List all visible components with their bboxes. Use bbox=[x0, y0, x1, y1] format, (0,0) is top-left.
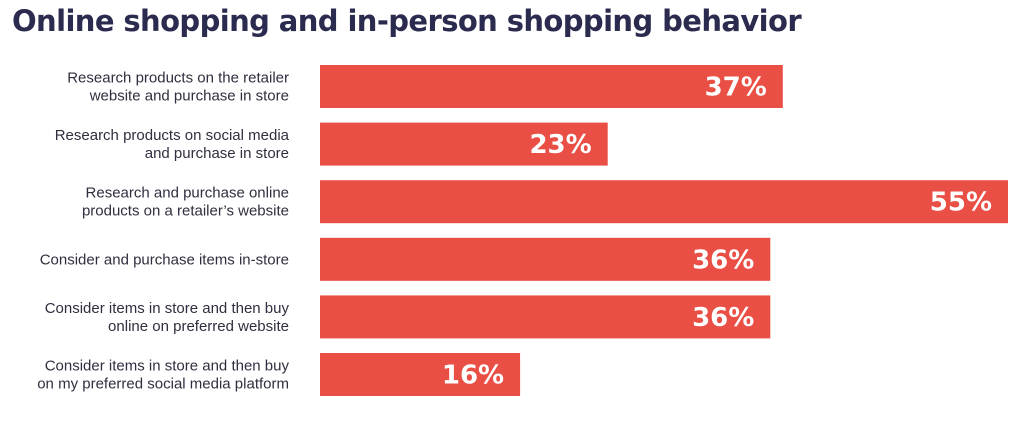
category-label-line: Consider and purchase items in-store bbox=[40, 251, 289, 268]
bar bbox=[320, 180, 1008, 224]
category-label-line: Consider items in store and then buy bbox=[45, 358, 290, 375]
bar bbox=[320, 122, 608, 166]
category-label-line: Research products on social media bbox=[55, 127, 290, 144]
bar-value-label: 36% bbox=[692, 303, 754, 333]
category-label: Consider items in store and then buy onli… bbox=[45, 300, 290, 335]
bar-value-label: 23% bbox=[529, 130, 591, 160]
category-label-line: Research products on the retailer bbox=[67, 70, 289, 87]
category-label: Consider items in store and then buy on m… bbox=[37, 358, 289, 393]
category-label: Consider and purchase items in-store bbox=[40, 251, 289, 268]
bar bbox=[320, 353, 521, 396]
category-label-line: online on preferred website bbox=[108, 318, 289, 335]
category-label: Research products on the retailer website… bbox=[67, 70, 289, 105]
bar bbox=[320, 65, 783, 108]
category-label: Research and purchase online products on … bbox=[82, 185, 289, 220]
category-label: Research products on social media and pur… bbox=[55, 127, 290, 162]
category-label-line: on my preferred social media platform bbox=[37, 376, 289, 393]
bar-value-label: 36% bbox=[692, 245, 754, 275]
bar-value-label: 55% bbox=[930, 188, 992, 218]
chart-title: Online shopping and in-person shopping b… bbox=[12, 4, 802, 38]
bar-value-label: 16% bbox=[442, 361, 504, 391]
bar bbox=[320, 295, 771, 339]
bar bbox=[320, 237, 771, 281]
category-label-line: products on a retailer’s website bbox=[82, 203, 289, 220]
category-label-line: Consider items in store and then buy bbox=[45, 300, 290, 317]
bar-value-label: 37% bbox=[705, 73, 767, 103]
category-label-line: website and purchase in store bbox=[89, 88, 289, 105]
category-label-line: and purchase in store bbox=[145, 145, 289, 162]
category-label-line: Research and purchase online bbox=[86, 185, 289, 202]
